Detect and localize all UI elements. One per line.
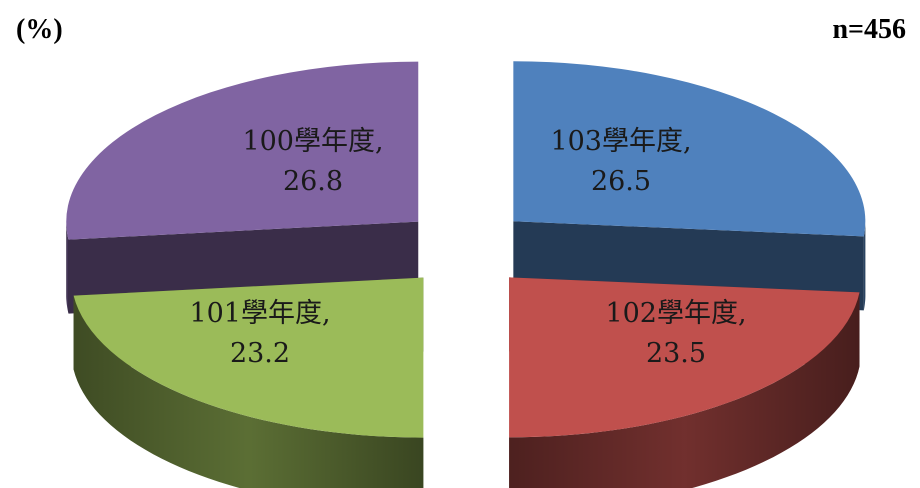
pie-slice-top-1: [509, 277, 860, 438]
slice-value-label-2: 23.2: [230, 338, 290, 369]
pie-slice-side-shade-1: [509, 292, 860, 488]
pie-slice-top-3: [66, 61, 419, 240]
slice-category-label-2: 101學年度,: [189, 298, 330, 329]
pie-slice-3: [66, 61, 419, 314]
pie-slice-side-shade-0: [863, 221, 866, 311]
slice-category-label-3: 100學年度,: [242, 126, 383, 157]
slice-value-label-0: 26.5: [591, 166, 651, 197]
pie-slice-2: [73, 277, 424, 488]
pie-slice-0: [513, 61, 866, 311]
pie-slice-1: [509, 277, 860, 488]
pie-slice-side-shade-2: [73, 295, 424, 488]
pie-slice-top-0: [513, 61, 866, 237]
slice-category-label-0: 103學年度,: [550, 126, 691, 157]
slice-value-label-1: 23.5: [646, 338, 706, 369]
slice-category-label-1: 102學年度,: [605, 298, 746, 329]
pie-slice-top-2: [73, 277, 424, 438]
pie-slice-side-shade-3: [66, 221, 69, 314]
slice-value-label-3: 26.8: [283, 166, 343, 197]
unit-label: (%): [16, 14, 63, 45]
sample-size-label: n=456: [832, 14, 906, 45]
